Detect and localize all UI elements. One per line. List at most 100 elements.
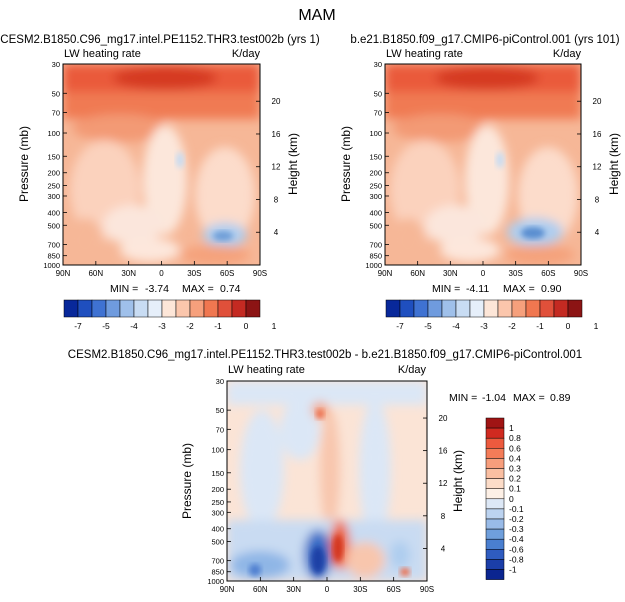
colorbar-label: -3 [480, 321, 488, 331]
height-tick-label: 8 [274, 195, 279, 204]
colorbar-box [399, 299, 415, 318]
height-tick-label: 4 [441, 544, 446, 553]
height-tick-label: 20 [439, 414, 448, 423]
height-tick-label: 8 [441, 512, 446, 521]
colorbar-label: -7 [74, 321, 82, 331]
panel-title: b.e21.B1850.f09_g17.CMIP6-piControl.001 … [350, 34, 619, 46]
y-tick-label: 30 [374, 60, 382, 69]
panel-difference: CESM2.B1850.C96_mg17.intel.PE1152.THR3.t… [68, 349, 582, 594]
colorbar-box [189, 299, 205, 318]
colorbar-box [539, 299, 555, 318]
x-tick-label: 30S [509, 269, 523, 278]
x-tick-label: 60S [387, 585, 401, 594]
y-tick-label: 100 [369, 129, 382, 138]
colorbar-label: -1 [214, 321, 222, 331]
x-ticks: 90N 60N 30N 0 30S 60S 90S [220, 577, 434, 594]
colorbar-box [231, 299, 247, 318]
y-tick-label: 700 [369, 241, 382, 250]
y-tick-label: 850 [47, 252, 60, 261]
y-tick-label: 1000 [43, 261, 60, 270]
y-tick-label: 30 [216, 377, 224, 386]
colorbar-label: 0.2 [509, 474, 521, 484]
colorbar-label: -4 [452, 321, 460, 331]
colorbar-box [105, 299, 121, 318]
colorbar-box [77, 299, 93, 318]
y-tick-label: 150 [211, 469, 224, 478]
right-string: K/day [232, 48, 261, 60]
min-label: MIN = [449, 392, 477, 404]
colorbar-box [245, 299, 261, 318]
y-tick-label: 30 [52, 60, 60, 69]
colorbar-label: 0 [509, 494, 514, 504]
y-tick-label: 850 [369, 252, 382, 261]
min-max-readout: MIN = -1.04 MAX = 0.89 [449, 392, 571, 404]
height-tick-label: 4 [274, 228, 279, 237]
y-tick-label: 50 [216, 406, 224, 415]
colorbar-label: -1 [509, 565, 517, 575]
colorbar-box [567, 299, 583, 318]
x-tick-label: 60S [541, 269, 555, 278]
colorbar-label: -0.4 [509, 534, 524, 544]
colorbar-label: -0.3 [509, 524, 524, 534]
y-axis-label: Pressure (mb) [339, 126, 353, 202]
colorbar: -7 -5 -4 -3 -2 -1 0 1 [63, 299, 277, 331]
colorbar-label: -0.2 [509, 514, 524, 524]
y-tick-label: 300 [47, 192, 60, 201]
colorbar-box [485, 468, 505, 479]
y-ticks-right: 20 16 12 8 4 [256, 97, 281, 237]
y-tick-label: 70 [374, 109, 382, 118]
min-value: -3.74 [145, 283, 169, 295]
colorbar-box [469, 299, 485, 318]
colorbar-label: -4 [130, 321, 138, 331]
colorbar-label: 0.8 [509, 433, 521, 443]
min-value: -4.11 [466, 283, 489, 295]
x-tick-label: 0 [325, 585, 330, 594]
y-tick-label: 200 [211, 485, 224, 494]
colorbar-box [485, 508, 505, 520]
height-tick-label: 16 [439, 447, 448, 456]
colorbar-label: 0.3 [509, 464, 521, 474]
colorbar-box [485, 458, 505, 469]
height-tick-label: 20 [272, 97, 281, 106]
colorbar-box [553, 299, 569, 318]
height-tick-label: 16 [593, 130, 602, 139]
x-tick-label: 90S [420, 585, 434, 594]
colorbar-box [485, 528, 505, 540]
y-tick-label: 200 [369, 169, 382, 178]
y-tick-label: 400 [211, 525, 224, 534]
min-value: -1.04 [482, 392, 506, 404]
x-tick-label: 90N [220, 585, 235, 594]
y-tick-label: 850 [211, 568, 224, 577]
colorbar-box [455, 299, 471, 318]
y-tick-label: 500 [211, 537, 224, 546]
panel-model-2: b.e21.B1850.f09_g17.CMIP6-piControl.001 … [339, 34, 621, 331]
colorbar-label: 1 [509, 423, 514, 433]
max-value: 0.89 [550, 392, 571, 404]
x-tick-label: 30N [286, 585, 301, 594]
height-tick-label: 16 [272, 130, 281, 139]
y-tick-label: 500 [369, 221, 382, 230]
colorbar: -7 -5 -4 -3 -2 -1 0 1 [385, 299, 599, 331]
y-tick-label: 50 [374, 89, 382, 98]
x-tick-label: 30S [187, 269, 201, 278]
colorbar-box [147, 299, 163, 318]
height-tick-label: 4 [595, 228, 600, 237]
y-tick-label: 400 [47, 208, 60, 217]
contour-field [385, 64, 581, 265]
y-tick-label: 300 [369, 192, 382, 201]
colorbar-box [413, 299, 429, 318]
colorbar-box [203, 299, 219, 318]
y-tick-label: 150 [369, 152, 382, 161]
colorbar-label: -2 [186, 321, 194, 331]
height-tick-label: 12 [593, 163, 602, 172]
x-tick-label: 90S [253, 269, 267, 278]
colorbar-box [175, 299, 191, 318]
right-string: K/day [398, 364, 427, 376]
colorbar-label: -3 [158, 321, 166, 331]
colorbar-label: 0 [566, 321, 571, 331]
y-ticks-right: 20 16 12 8 4 [577, 97, 602, 237]
right-string: K/day [553, 48, 582, 60]
colorbar-box [485, 448, 505, 459]
